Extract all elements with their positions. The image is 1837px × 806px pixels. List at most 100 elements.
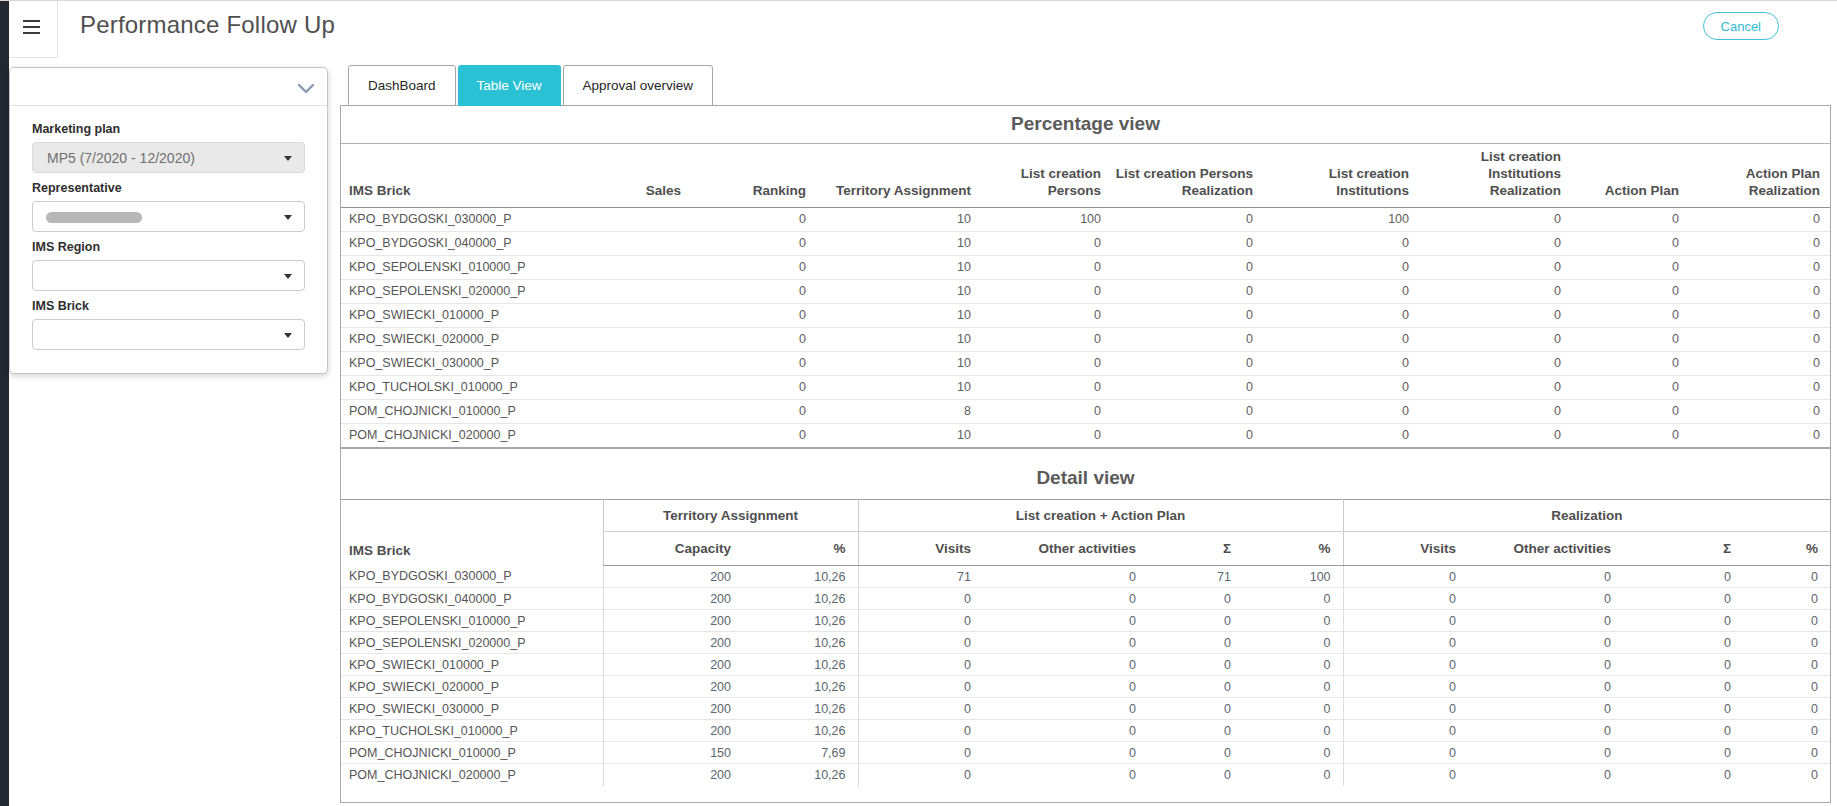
percentage-table-row: KPO_BYDGOSKI_030000_P0101000100000: [341, 207, 1830, 231]
value-cell: 0: [983, 654, 1148, 676]
marketing-plan-value: MP5 (7/2020 - 12/2020): [47, 150, 195, 166]
percentage-table-row: KPO_TUCHOLSKI_010000_P010000000: [341, 375, 1830, 399]
value-cell: 0: [981, 231, 1111, 255]
brick-cell: KPO_SEPOLENSKI_010000_P: [341, 610, 603, 632]
value-cell: 0: [691, 423, 816, 447]
collapsed-sidebar-rail: [0, 1, 9, 806]
brick-cell: POM_CHOJNICKI_010000_P: [341, 742, 603, 764]
value-cell: 0: [1419, 375, 1571, 399]
value-cell: 0: [1468, 764, 1623, 786]
percentage-column-header: Ranking: [691, 143, 816, 207]
value-cell: 200: [603, 588, 743, 610]
tab-dashboard[interactable]: DashBoard: [348, 65, 456, 106]
value-cell: 0: [1689, 279, 1830, 303]
value-cell: 0: [1571, 327, 1689, 351]
value-cell: 0: [1468, 588, 1623, 610]
value-cell: 0: [1689, 375, 1830, 399]
brick-cell: KPO_TUCHOLSKI_010000_P: [341, 375, 556, 399]
value-cell: 0: [1623, 588, 1743, 610]
representative-select[interactable]: [32, 201, 305, 232]
value-cell: 0: [1343, 742, 1468, 764]
value-cell: 0: [858, 632, 983, 654]
brick-cell: POM_CHOJNICKI_020000_P: [341, 764, 603, 786]
value-cell: 0: [1343, 764, 1468, 786]
ims-region-select[interactable]: [32, 260, 305, 291]
top-header: Performance Follow Up Cancel: [9, 1, 1837, 57]
value-cell: 0: [1689, 255, 1830, 279]
value-cell: [556, 207, 691, 231]
value-cell: 0: [1263, 375, 1419, 399]
value-cell: [556, 255, 691, 279]
value-cell: 0: [981, 303, 1111, 327]
value-cell: 0: [1689, 423, 1830, 447]
value-cell: 10: [816, 207, 981, 231]
value-cell: 0: [1343, 610, 1468, 632]
value-cell: 0: [1263, 231, 1419, 255]
detail-subcolumn-header: Visits: [858, 532, 983, 566]
detail-table-row: KPO_BYDGOSKI_040000_P20010,2600000000: [341, 588, 1830, 610]
value-cell: [556, 375, 691, 399]
ims-brick-label: IMS Brick: [32, 299, 305, 313]
ims-brick-select[interactable]: [32, 319, 305, 350]
value-cell: 0: [1148, 588, 1243, 610]
value-cell: 0: [983, 588, 1148, 610]
value-cell: 0: [1571, 399, 1689, 423]
value-cell: 0: [691, 351, 816, 375]
tab-table-view[interactable]: Table View: [458, 65, 561, 106]
tab-approval-overview[interactable]: Approval overview: [563, 65, 713, 106]
value-cell: [556, 303, 691, 327]
value-cell: 0: [981, 399, 1111, 423]
value-cell: 0: [691, 375, 816, 399]
brick-cell: KPO_BYDGOSKI_040000_P: [341, 588, 603, 610]
value-cell: 200: [603, 632, 743, 654]
detail-group-header: Territory Assignment: [603, 500, 858, 532]
value-cell: 0: [858, 720, 983, 742]
value-cell: 200: [603, 654, 743, 676]
value-cell: 0: [1263, 327, 1419, 351]
value-cell: 0: [1243, 698, 1343, 720]
detail-table-row: KPO_BYDGOSKI_030000_P20010,2671071100000…: [341, 566, 1830, 588]
value-cell: 0: [1623, 610, 1743, 632]
value-cell: [556, 423, 691, 447]
value-cell: 0: [1419, 423, 1571, 447]
value-cell: 0: [1571, 207, 1689, 231]
value-cell: 0: [1623, 742, 1743, 764]
marketing-plan-select[interactable]: MP5 (7/2020 - 12/2020): [32, 142, 305, 173]
value-cell: 0: [1468, 632, 1623, 654]
value-cell: 10,26: [743, 720, 858, 742]
value-cell: 0: [691, 255, 816, 279]
value-cell: 0: [1111, 375, 1263, 399]
brick-cell: KPO_SWIECKI_030000_P: [341, 351, 556, 375]
value-cell: 200: [603, 566, 743, 588]
value-cell: 0: [983, 610, 1148, 632]
value-cell: 0: [858, 654, 983, 676]
value-cell: 0: [691, 327, 816, 351]
value-cell: 0: [1111, 303, 1263, 327]
value-cell: 0: [691, 207, 816, 231]
value-cell: 0: [1468, 654, 1623, 676]
value-cell: 10: [816, 423, 981, 447]
value-cell: 0: [1343, 632, 1468, 654]
value-cell: 0: [1343, 588, 1468, 610]
brick-cell: KPO_SEPOLENSKI_020000_P: [341, 632, 603, 654]
value-cell: 0: [1623, 654, 1743, 676]
percentage-table-row: KPO_BYDGOSKI_040000_P010000000: [341, 231, 1830, 255]
value-cell: [556, 351, 691, 375]
chevron-down-icon[interactable]: [298, 80, 314, 98]
brick-cell: KPO_BYDGOSKI_030000_P: [341, 207, 556, 231]
hamburger-menu-icon[interactable]: [23, 20, 43, 36]
value-cell: 0: [1148, 632, 1243, 654]
percentage-table-row: POM_CHOJNICKI_010000_P08000000: [341, 399, 1830, 423]
value-cell: [556, 399, 691, 423]
value-cell: 0: [1689, 351, 1830, 375]
value-cell: 0: [691, 399, 816, 423]
value-cell: 0: [858, 676, 983, 698]
value-cell: 0: [1743, 720, 1830, 742]
percentage-column-header: IMS Brick: [341, 143, 556, 207]
brick-cell: KPO_BYDGOSKI_040000_P: [341, 231, 556, 255]
cancel-button[interactable]: Cancel: [1703, 12, 1779, 40]
value-cell: 0: [1689, 327, 1830, 351]
value-cell: 0: [1468, 566, 1623, 588]
value-cell: 0: [1343, 720, 1468, 742]
value-cell: 0: [1743, 632, 1830, 654]
